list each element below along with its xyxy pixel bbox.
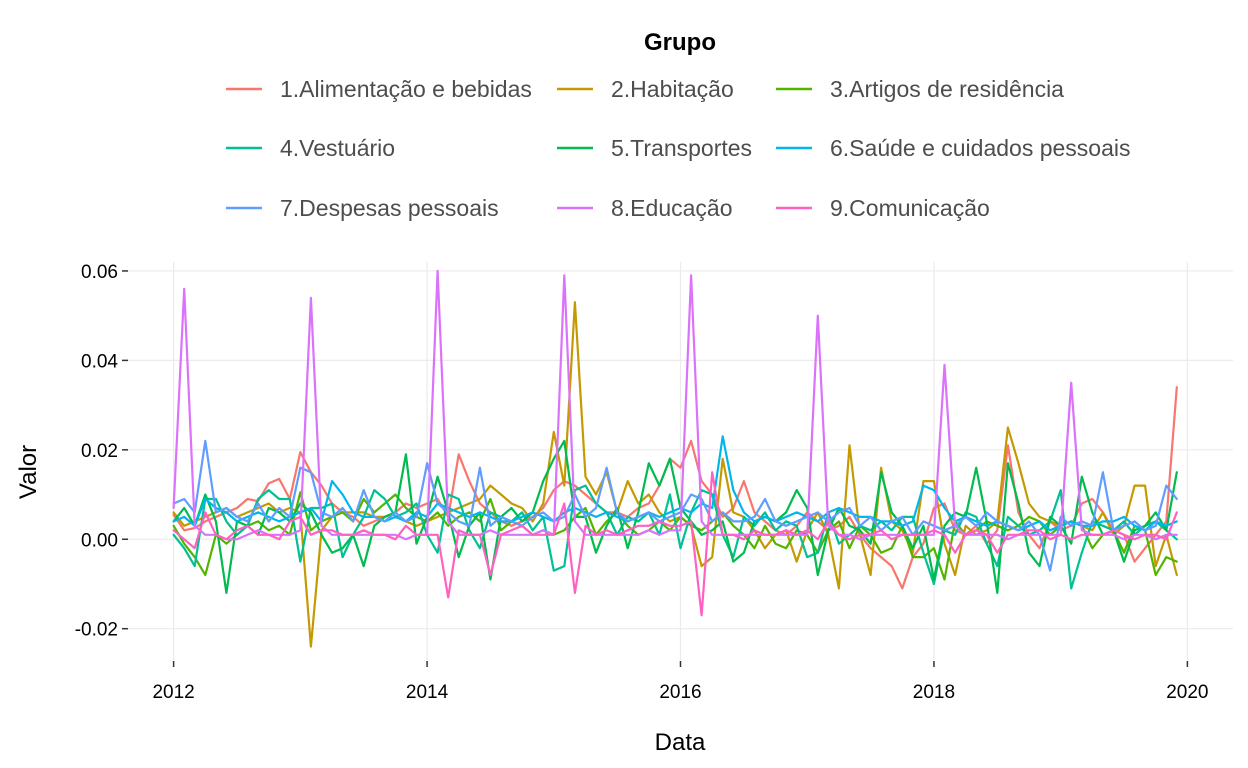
legend-label: 7.Despesas pessoais [280, 195, 499, 221]
y-axis: 0.06 0.04 0.02 0.00 -0.02 [75, 262, 128, 641]
y-tick-label: -0.02 [75, 620, 118, 641]
legend-label: 1.Alimentação e bebidas [280, 76, 532, 102]
legend-item-2: 2.Habitação [557, 76, 734, 102]
legend-item-4: 4.Vestuário [226, 135, 395, 161]
series-line-9 [172, 471, 1178, 617]
x-axis: 2012 2014 2016 2018 2020 [152, 661, 1209, 703]
y-tick-label: 0.06 [81, 262, 118, 283]
x-tick-label: 2016 [659, 682, 701, 703]
x-axis-title: Data [655, 729, 706, 756]
legend-item-6: 6.Saúde e cuidados pessoais [776, 135, 1131, 161]
legend-label: 4.Vestuário [280, 135, 395, 161]
legend-item-5: 5.Transportes [557, 135, 752, 161]
legend-title: Grupo [644, 29, 716, 56]
x-tick-label: 2020 [1166, 682, 1208, 703]
y-tick-label: 0.00 [81, 530, 118, 551]
series-line-5 [172, 439, 1178, 595]
legend-item-1: 1.Alimentação e bebidas [226, 76, 532, 102]
series-line-7 [172, 439, 1178, 572]
x-tick-label: 2018 [913, 682, 955, 703]
legend-item-8: 8.Educação [557, 195, 732, 221]
legend-label: 8.Educação [611, 195, 732, 221]
legend-item-7: 7.Despesas pessoais [226, 195, 499, 221]
x-tick-label: 2014 [406, 682, 449, 703]
series-group [172, 269, 1178, 648]
legend-label: 5.Transportes [611, 135, 752, 161]
x-tick-label: 2012 [152, 682, 194, 703]
y-axis-title: Valor [15, 445, 42, 499]
legend: 1.Alimentação e bebidas 2.Habitação 3.Arti… [226, 76, 1131, 221]
legend-label: 9.Comunicação [830, 195, 990, 221]
legend-item-3: 3.Artigos de residência [776, 76, 1064, 102]
y-tick-label: 0.04 [81, 351, 118, 372]
legend-label: 6.Saúde e cuidados pessoais [830, 135, 1131, 161]
y-tick-label: 0.02 [81, 441, 118, 462]
legend-item-9: 9.Comunicação [776, 195, 990, 221]
legend-label: 3.Artigos de residência [830, 76, 1064, 102]
legend-label: 2.Habitação [611, 76, 734, 102]
